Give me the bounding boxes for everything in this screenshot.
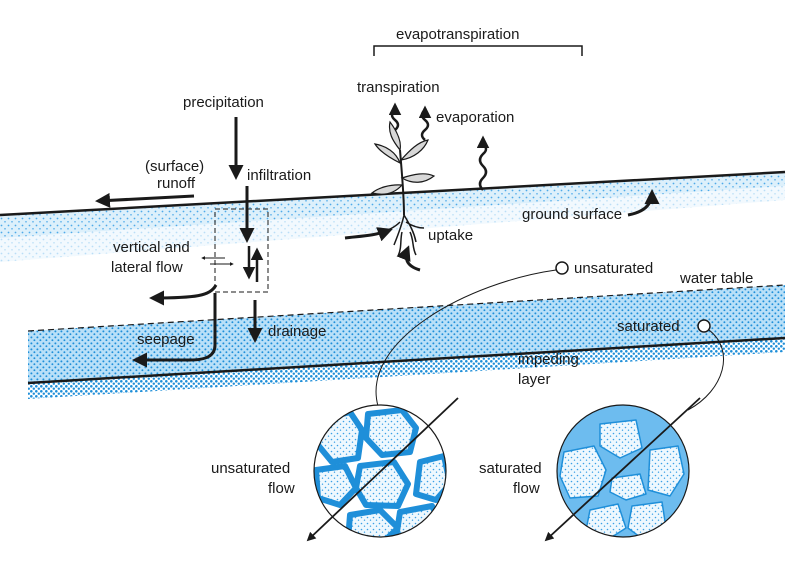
plant-icon [370, 120, 436, 257]
label-precipitation: precipitation [183, 94, 264, 111]
saturated-callout-marker [697, 319, 711, 333]
uptake-arrow-bottom [396, 245, 421, 272]
label-saturated: saturated [617, 318, 680, 335]
label-unsaturated-flow-2: flow [268, 480, 295, 497]
label-saturated-flow-2: flow [513, 480, 540, 497]
label-seepage: seepage [137, 331, 195, 348]
label-vertical-lateral-1: vertical and [113, 239, 190, 256]
ground-surface-arrow [627, 189, 660, 217]
saturated-flow-magnifier [544, 397, 701, 542]
label-drainage: drainage [268, 323, 326, 340]
label-infiltration: infiltration [247, 167, 311, 184]
ground-surface-line [0, 170, 786, 217]
impeding-layer-line [27, 336, 786, 385]
label-impeding-2: layer [518, 371, 551, 388]
evapotranspiration-bracket [373, 45, 583, 56]
label-surface-runoff-2: runoff [157, 175, 196, 192]
water-table-line [27, 284, 786, 332]
label-vertical-lateral-2: lateral flow [111, 259, 183, 276]
evaporation-arrow-1 [418, 105, 432, 141]
label-ground-surface: ground surface [522, 206, 622, 223]
label-surface-runoff-1: (surface) [145, 158, 204, 175]
impeding-layer-band [28, 338, 785, 399]
uptake-arrow-left [344, 227, 393, 242]
label-water-table: water table [679, 270, 753, 287]
saturated-callout-line [687, 329, 725, 411]
unsaturated-soil-zone [0, 172, 785, 262]
label-transpiration: transpiration [357, 79, 440, 96]
flow-control-volume [214, 208, 269, 293]
unsaturated-callout-marker [555, 261, 569, 275]
unsaturated-flow-magnifier [306, 397, 459, 542]
label-unsaturated-flow-1: unsaturated [211, 460, 290, 477]
label-saturated-flow-1: saturated [479, 460, 542, 477]
label-impeding-1: impeding [518, 351, 579, 368]
lateral-outflow-arrow [149, 284, 218, 306]
label-unsaturated: unsaturated [574, 260, 653, 277]
unsaturated-callout-line [375, 269, 557, 407]
seepage-arrow [132, 293, 217, 368]
label-uptake: uptake [428, 227, 473, 244]
runoff-arrow [95, 192, 195, 208]
label-evaporation: evaporation [436, 109, 514, 126]
evaporation-arrow-2 [476, 135, 490, 191]
label-evapotranspiration: evapotranspiration [396, 26, 519, 43]
